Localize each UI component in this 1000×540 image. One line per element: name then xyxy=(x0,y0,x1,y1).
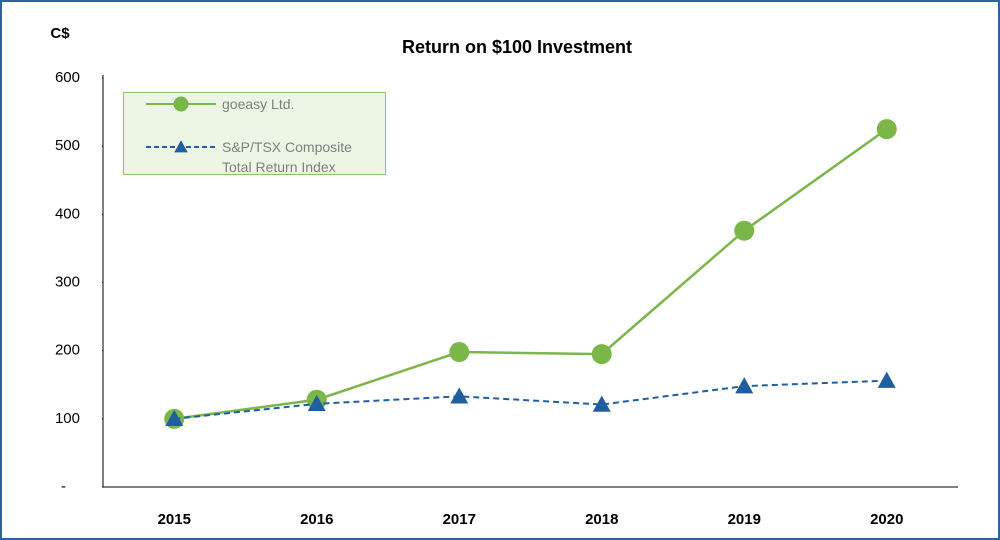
point xyxy=(734,220,755,241)
legend-keys xyxy=(146,96,216,153)
y-tick-label: 600 xyxy=(55,69,80,86)
point xyxy=(735,377,754,394)
x-tick-label: 2017 xyxy=(443,511,476,528)
x-tick-label: 2015 xyxy=(158,511,191,528)
legend: goeasy Ltd. S&P/TSX Composite Total Retur… xyxy=(123,92,386,175)
point xyxy=(877,371,896,388)
point xyxy=(173,96,189,112)
point xyxy=(165,409,184,427)
x-tick-label: 2020 xyxy=(870,511,903,528)
point xyxy=(591,344,612,365)
y-tick-label: - xyxy=(61,478,66,495)
x-tick-label: 2019 xyxy=(728,511,761,528)
x-tick-label: 2016 xyxy=(300,511,333,528)
y-tick-label: 400 xyxy=(55,205,80,222)
point xyxy=(307,394,326,412)
y-tick-label: 500 xyxy=(55,137,80,154)
chart-title: Return on $100 Investment xyxy=(402,37,632,57)
x-tick-label: 2018 xyxy=(585,511,618,528)
point xyxy=(449,342,470,363)
legend-label: goeasy Ltd. xyxy=(222,96,295,112)
point xyxy=(876,119,897,140)
y-unit: C$ xyxy=(50,25,70,42)
point xyxy=(592,395,611,412)
y-tick-label: 200 xyxy=(55,342,80,359)
y-tick-label: 100 xyxy=(55,410,80,427)
point xyxy=(450,387,469,404)
point xyxy=(174,140,188,153)
y-tick-label: 300 xyxy=(55,273,80,290)
legend-label: S&P/TSX Composite Total Return Index xyxy=(222,139,352,175)
series-line xyxy=(174,128,888,421)
